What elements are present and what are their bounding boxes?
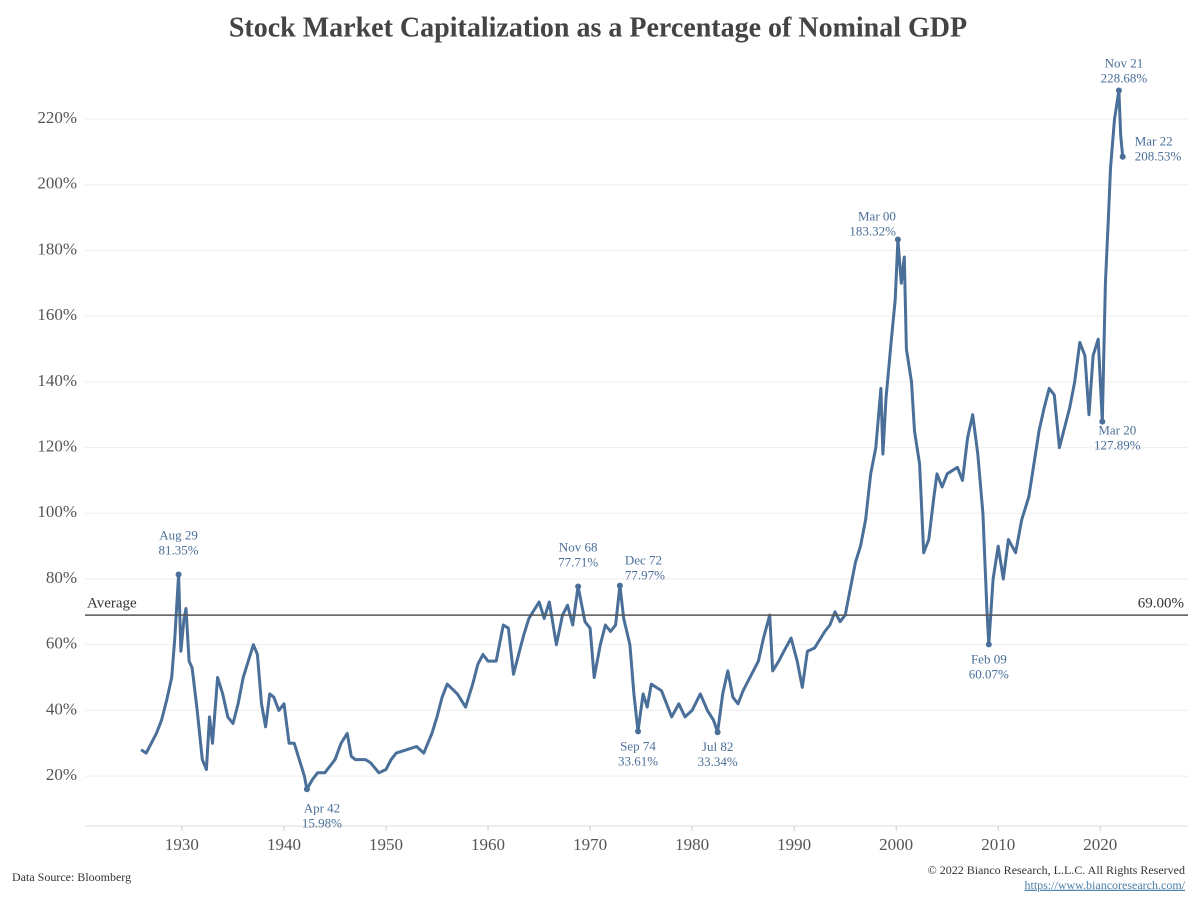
x-tick-label: 1980	[675, 835, 709, 854]
y-tick-label: 180%	[37, 239, 77, 258]
annotation-value: 33.34%	[698, 754, 738, 769]
annotation-value: 127.89%	[1094, 438, 1141, 453]
annotation-label: Aug 29	[159, 528, 198, 543]
annotation-label: Apr 42	[304, 800, 340, 815]
annotation-point	[175, 571, 182, 578]
annotation-label: Jul 82	[702, 739, 733, 754]
y-tick-label: 20%	[46, 765, 77, 784]
annotation-point	[1119, 153, 1126, 160]
y-tick-label: 100%	[37, 502, 77, 521]
annotation-label: Feb 09	[971, 651, 1007, 666]
annotation-point	[303, 786, 310, 793]
annotation-label: Mar 22	[1135, 134, 1173, 149]
annotation-value: 81.35%	[159, 543, 199, 558]
annotation-label: Dec 72	[625, 553, 662, 568]
chart-title: Stock Market Capitalization as a Percent…	[229, 12, 967, 43]
y-tick-label: 40%	[46, 699, 77, 718]
annotation-value: 33.61%	[618, 753, 658, 768]
x-tick-label: 2020	[1083, 835, 1117, 854]
copyright: © 2022 Bianco Research, L.L.C. All Right…	[928, 863, 1185, 877]
x-tick-label: 1970	[573, 835, 607, 854]
annotation-value: 208.53%	[1135, 149, 1182, 164]
y-tick-label: 200%	[37, 174, 77, 193]
x-tick-label: 2010	[981, 835, 1015, 854]
data-line	[140, 89, 1125, 791]
annotation-label: Mar 20	[1098, 423, 1136, 438]
annotation-point	[635, 728, 642, 735]
y-tick-label: 220%	[37, 108, 77, 127]
annotation-value: 228.68%	[1101, 71, 1148, 86]
annotation-value: 77.97%	[625, 568, 665, 583]
x-tick-label: 1990	[777, 835, 811, 854]
annotation-point	[714, 729, 721, 736]
average-label: Average	[87, 596, 137, 612]
y-tick-label: 160%	[37, 305, 77, 324]
annotation-value: 60.07%	[969, 666, 1009, 681]
url-link[interactable]: https://www.biancoresearch.com/	[1024, 878, 1185, 892]
annotation-point	[1099, 418, 1106, 425]
y-tick-label: 140%	[37, 371, 77, 390]
annotation-point	[894, 236, 901, 243]
y-tick-label: 60%	[46, 634, 77, 653]
annotation-label: Nov 68	[559, 539, 598, 554]
annotation-point	[575, 583, 582, 590]
annotation-label: Nov 21	[1105, 56, 1144, 71]
annotation-point	[616, 582, 623, 589]
annotation-label: Sep 74	[620, 738, 656, 753]
x-tick-label: 1960	[471, 835, 505, 854]
source: Data Source: Bloomberg	[12, 870, 131, 884]
annotation-label: Mar 00	[858, 209, 896, 224]
y-tick-label: 120%	[37, 436, 77, 455]
annotation-value: 15.98%	[302, 815, 342, 830]
average-value: 69.00%	[1138, 596, 1184, 612]
y-tick-label: 80%	[46, 568, 77, 587]
annotation-value: 183.32%	[849, 224, 896, 239]
x-tick-label: 1950	[369, 835, 403, 854]
annotation-value: 77.71%	[558, 554, 598, 569]
x-tick-label: 2000	[879, 835, 913, 854]
x-tick-label: 1930	[165, 835, 199, 854]
x-tick-label: 1940	[267, 835, 301, 854]
annotation-point	[1115, 87, 1122, 94]
annotation-point	[985, 641, 992, 648]
